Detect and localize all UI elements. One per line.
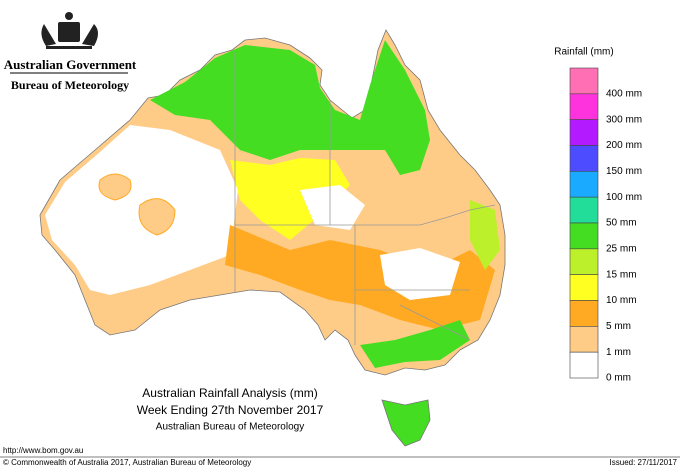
legend-swatch bbox=[569, 145, 599, 172]
legend-label: 50 mm bbox=[606, 218, 637, 229]
legend-swatch bbox=[569, 93, 599, 120]
legend-label: 200 mm bbox=[606, 140, 642, 151]
legend-swatch bbox=[569, 326, 599, 353]
dry-sa bbox=[300, 185, 365, 230]
legend-swatch bbox=[569, 248, 599, 275]
legend-label: 100 mm bbox=[606, 192, 642, 203]
legend-label: 15 mm bbox=[606, 269, 637, 280]
footer-url: http://www.bom.gov.au bbox=[3, 446, 83, 455]
wet-southeast bbox=[360, 320, 470, 368]
legend-swatch bbox=[569, 351, 599, 379]
footer-copyright: © Commonwealth of Australia 2017, Austra… bbox=[3, 458, 251, 467]
state-borders bbox=[234, 52, 496, 345]
legend-title: Rainfall (mm) bbox=[554, 47, 613, 58]
legend-label: 0 mm bbox=[606, 373, 631, 384]
dry-centre bbox=[380, 248, 460, 300]
legend-swatch bbox=[569, 274, 599, 301]
yellow-band bbox=[230, 158, 350, 240]
agency: Bureau of Meteorology bbox=[11, 78, 129, 92]
legend-label: 1 mm bbox=[606, 347, 631, 358]
legend-swatch bbox=[569, 119, 599, 146]
blob-west-1 bbox=[98, 173, 132, 201]
legend-label: 10 mm bbox=[606, 295, 637, 306]
legend-label: 300 mm bbox=[606, 114, 642, 125]
legend-swatch bbox=[569, 67, 599, 95]
map bbox=[39, 29, 506, 447]
legend-swatch bbox=[569, 222, 599, 250]
blob-west-2 bbox=[138, 198, 176, 236]
legend-swatch bbox=[569, 171, 599, 198]
legend-label: 400 mm bbox=[606, 88, 642, 99]
tasmania bbox=[381, 399, 431, 447]
footer-issued: Issued: 27/11/2017 bbox=[610, 458, 678, 467]
legend-label: 25 mm bbox=[606, 243, 637, 254]
caption-period: Week Ending 27th November 2017 bbox=[137, 403, 324, 417]
legend-swatch bbox=[569, 300, 599, 327]
legend-label: 5 mm bbox=[606, 321, 631, 332]
government: Australian Government bbox=[4, 57, 137, 72]
caption-title: Australian Rainfall Analysis (mm) bbox=[142, 386, 317, 400]
legend-label: 150 mm bbox=[606, 166, 642, 177]
wet-north bbox=[150, 40, 430, 175]
orange-band bbox=[225, 225, 495, 330]
legend-swatch bbox=[569, 196, 599, 224]
coat-of-arms bbox=[41, 12, 98, 49]
caption-source: Australian Bureau of Meteorology bbox=[156, 422, 304, 433]
wet-east bbox=[470, 200, 500, 270]
legend: 400 mm 300 mm 200 mm 150 mm 100 mm 50 mm 25 mm… bbox=[569, 67, 642, 384]
